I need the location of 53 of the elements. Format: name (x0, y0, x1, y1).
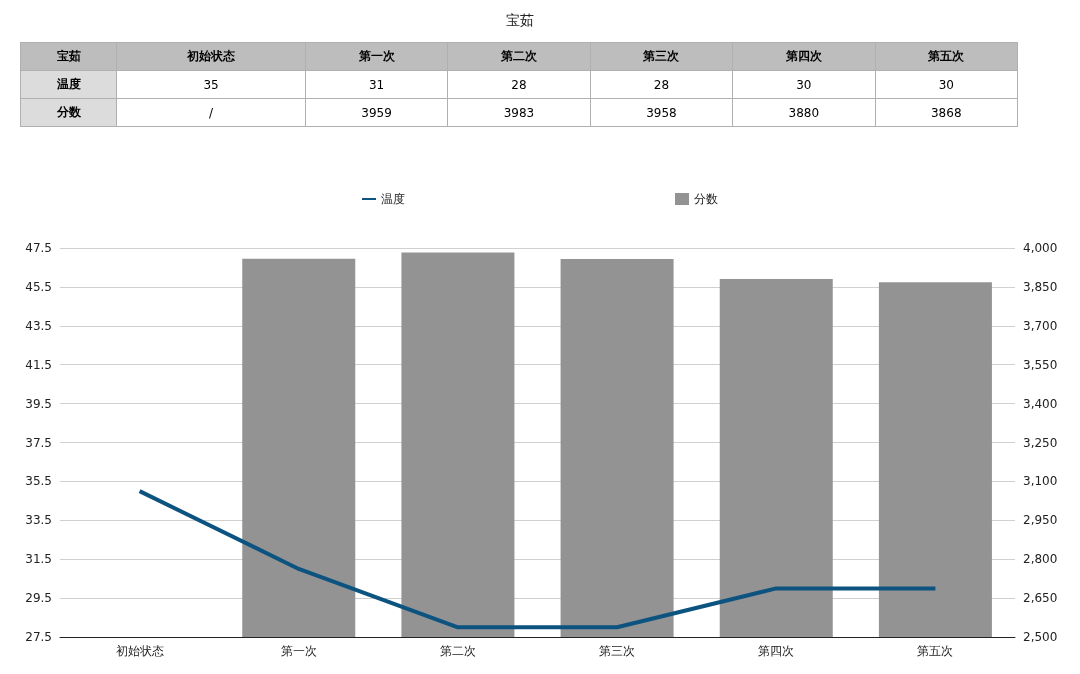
text: / (209, 105, 214, 120)
data-label: 3868 (875, 98, 1018, 127)
data-label: 28 (590, 70, 733, 99)
y2-tick-label: 2,650 (1023, 591, 1058, 606)
y-tick-label: 35.5 (25, 474, 52, 489)
legend-label: 温度 (381, 192, 405, 206)
data-label: 3959 (305, 98, 448, 127)
y-tick-label: 43.5 (25, 318, 52, 333)
line-series (137, 489, 938, 630)
data-label: 3958 (590, 98, 733, 127)
y-tick-label: 41.5 (25, 357, 52, 372)
category-label: 初始状态 (187, 49, 236, 63)
y2-tick-label: 3,850 (1023, 279, 1058, 294)
category-label: 第二次 (500, 49, 537, 63)
y-tick-label: 47.5 (25, 241, 52, 255)
y2-tick-label: 2,950 (1023, 513, 1058, 528)
y-tick-label: 29.5 (25, 591, 52, 606)
y2-tick-label: 3,700 (1023, 318, 1058, 333)
category-label: 第五次 (928, 49, 965, 63)
x-tick-label: 第五次 (917, 644, 954, 658)
data-label: 30 (875, 70, 1018, 99)
data-label: 3880 (732, 98, 876, 127)
x-tick-label: 第一次 (280, 644, 317, 658)
data-label: 3983 (447, 98, 591, 127)
y-tick-label: 27.5 (25, 630, 52, 644)
legend-label: 分数 (694, 192, 718, 206)
y-tick-label: 33.5 (25, 513, 52, 528)
x-tick-label: 第三次 (599, 644, 636, 658)
chart-title: 宝茹 (20, 42, 117, 71)
y2-tick-label: 3,100 (1023, 474, 1058, 489)
text: 温度 (56, 77, 81, 91)
x-tick-label: 第二次 (439, 644, 476, 658)
y-tick-label: 31.5 (25, 552, 52, 567)
category-label: 第四次 (785, 49, 822, 63)
data-label: 35 (116, 70, 306, 99)
data-label: 28 (447, 70, 591, 99)
y2-tick-label: 2,500 (1023, 630, 1058, 644)
y2-tick-label: 3,550 (1023, 357, 1058, 372)
x-tick-label: 初始状态 (115, 644, 164, 658)
y2-tick-label: 2,800 (1023, 552, 1058, 567)
category-label: 第一次 (358, 49, 395, 63)
data-label: 31 (305, 70, 448, 99)
data-label: 30 (732, 70, 876, 99)
y2-tick-label: 3,400 (1023, 396, 1058, 411)
text: 分数 (56, 105, 81, 119)
y-tick-label: 37.5 (25, 435, 52, 450)
x-tick-label: 第四次 (758, 644, 795, 658)
category-label: 第三次 (643, 49, 680, 63)
chart-title: 宝茹 (506, 12, 534, 28)
y-tick-label: 45.5 (25, 279, 52, 294)
y2-tick-label: 3,250 (1023, 435, 1058, 450)
y-tick-label: 39.5 (25, 396, 52, 411)
y2-tick-label: 4,000 (1023, 241, 1058, 255)
